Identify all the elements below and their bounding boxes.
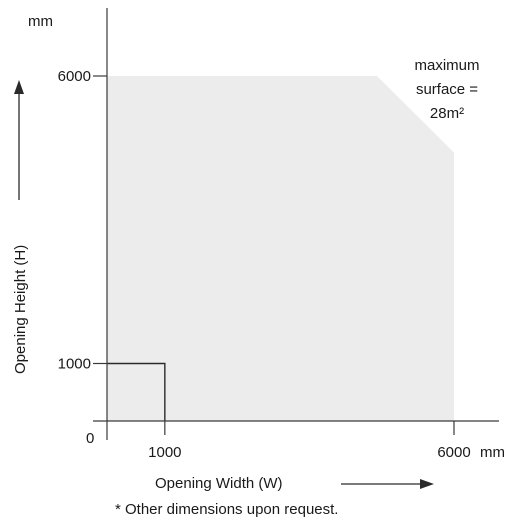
y-tick-label: 1000 xyxy=(58,356,91,373)
annotation-line-1: maximum xyxy=(414,57,479,74)
annotation-line-2: surface = xyxy=(416,81,478,98)
annotation-line-3: 28m² xyxy=(430,105,464,122)
y-axis-ticks: 1000 6000 xyxy=(58,68,107,373)
x-tick-label: 1000 xyxy=(148,444,181,461)
x-axis-direction-arrow-icon xyxy=(420,479,434,489)
x-axis-ticks: 1000 6000 xyxy=(148,421,471,461)
footnote-text: * Other dimensions upon request. xyxy=(115,501,338,518)
max-surface-annotation: maximum surface = 28m² xyxy=(414,57,479,122)
y-axis-title: Opening Height (H) xyxy=(12,245,29,374)
minimum-size-box xyxy=(107,362,166,421)
y-tick-label: 6000 xyxy=(58,68,91,85)
x-tick-label: 6000 xyxy=(437,444,470,461)
x-axis-title: Opening Width (W) xyxy=(155,475,283,492)
origin-label: 0 xyxy=(86,430,94,447)
y-axis-direction-arrow-icon xyxy=(14,80,24,94)
feasible-region-area xyxy=(107,76,454,421)
x-axis-unit-label: mm xyxy=(480,444,505,461)
y-axis-unit-label: mm xyxy=(28,13,53,30)
